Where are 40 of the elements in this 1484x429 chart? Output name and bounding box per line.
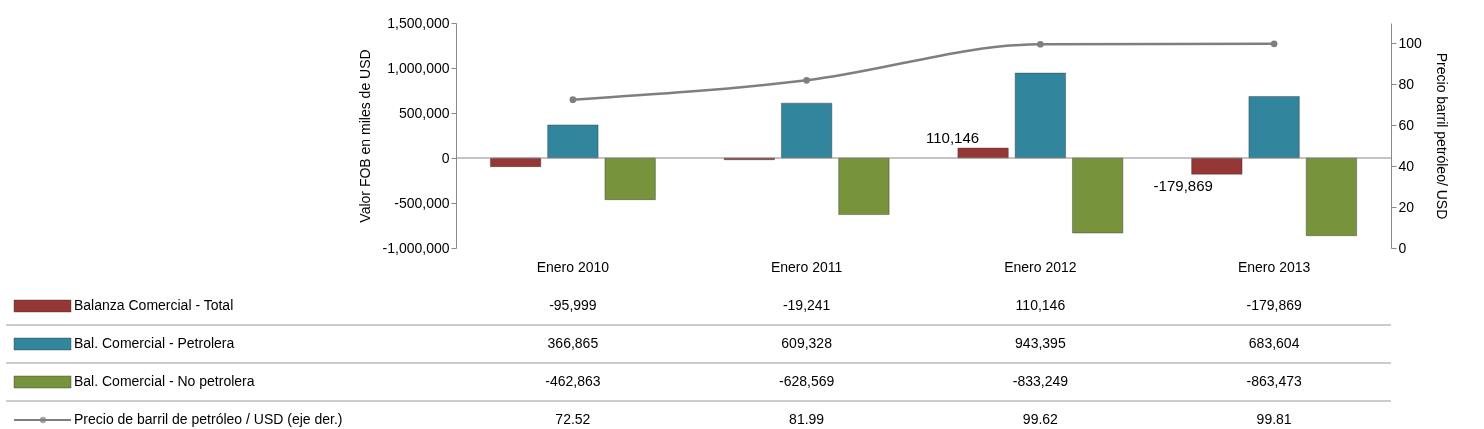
y2-tick-label: 60 — [1398, 116, 1415, 133]
annotation: -179,869 — [1153, 177, 1213, 195]
y2-tick-label: 100 — [1398, 34, 1423, 51]
legend-label: Precio de barril de petróleo / USD (eje der.) — [74, 411, 343, 427]
data-label: 99.62 — [1022, 411, 1059, 427]
data-label: -833,249 — [1012, 373, 1069, 389]
y2-tick-label: 80 — [1398, 75, 1415, 92]
legend-label: Balanza Comercial - Total — [74, 297, 234, 313]
data-label: 683,604 — [1248, 335, 1300, 351]
y-tick-label: 0 — [441, 149, 450, 166]
data-label: -863,473 — [1246, 373, 1302, 389]
x-tick-label: Enero 2013 — [1237, 258, 1311, 275]
data-label: 110,146 — [1015, 297, 1066, 313]
legend-label: Bal. Comercial - No petrolera — [74, 373, 255, 389]
data-label: 99.81 — [1256, 411, 1292, 427]
x-tick-label: Enero 2011 — [770, 258, 843, 275]
y-tick-label: -500,000 — [394, 194, 450, 211]
y2-tick-label: 40 — [1398, 157, 1415, 174]
data-label: 81.99 — [789, 411, 825, 427]
y-axis-title: Valor FOB en miles de USD — [356, 49, 373, 223]
y2-axis-title: Precio barril petróleo/ USD — [1433, 52, 1450, 220]
y2-tick-label: 20 — [1398, 198, 1415, 215]
data-label: -19,241 — [782, 297, 831, 313]
data-label: -179,869 — [1246, 297, 1302, 313]
y2-tick-label: 0 — [1398, 239, 1407, 256]
data-label: 609,328 — [781, 335, 833, 351]
y-tick-label: -1,000,000 — [382, 239, 450, 256]
data-label: -462,863 — [545, 373, 601, 389]
y-tick-label: 1,000,000 — [387, 59, 450, 76]
data-label: 366,865 — [547, 335, 599, 351]
data-label: -95,999 — [549, 297, 597, 313]
data-label: 943,395 — [1015, 335, 1066, 351]
data-label: 72.52 — [555, 411, 591, 427]
annotation: 110,146 — [925, 129, 980, 147]
x-tick-label: Enero 2012 — [1004, 258, 1077, 275]
y-tick-label: 1,500,000 — [387, 14, 450, 31]
x-tick-label: Enero 2010 — [536, 258, 610, 275]
y-tick-label: 500,000 — [398, 104, 450, 121]
legend-label: Bal. Comercial - Petrolera — [74, 335, 235, 351]
data-label: -628,569 — [778, 373, 835, 389]
